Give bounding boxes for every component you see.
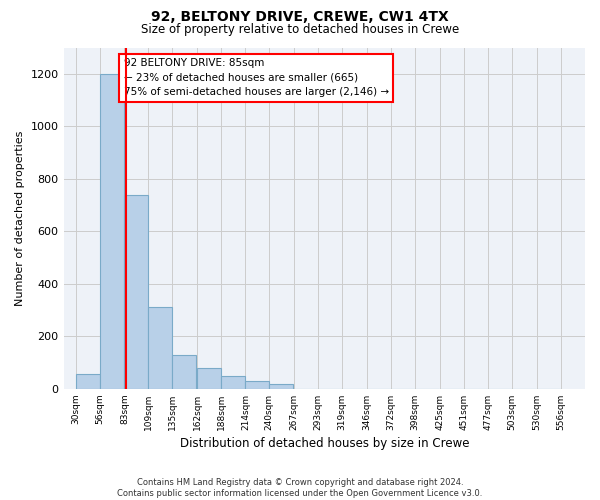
Text: Contains HM Land Registry data © Crown copyright and database right 2024.
Contai: Contains HM Land Registry data © Crown c… — [118, 478, 482, 498]
Text: 92 BELTONY DRIVE: 85sqm
← 23% of detached houses are smaller (665)
75% of semi-d: 92 BELTONY DRIVE: 85sqm ← 23% of detache… — [124, 58, 389, 98]
Text: Size of property relative to detached houses in Crewe: Size of property relative to detached ho… — [141, 22, 459, 36]
Bar — [76, 374, 100, 389]
Bar — [197, 368, 221, 389]
Bar — [100, 74, 124, 389]
Bar — [245, 381, 269, 389]
Bar — [269, 384, 293, 389]
Bar — [221, 376, 245, 389]
Bar — [172, 354, 196, 389]
X-axis label: Distribution of detached houses by size in Crewe: Distribution of detached houses by size … — [179, 437, 469, 450]
Bar — [148, 308, 172, 389]
Y-axis label: Number of detached properties: Number of detached properties — [15, 130, 25, 306]
Bar — [124, 194, 148, 389]
Text: 92, BELTONY DRIVE, CREWE, CW1 4TX: 92, BELTONY DRIVE, CREWE, CW1 4TX — [151, 10, 449, 24]
